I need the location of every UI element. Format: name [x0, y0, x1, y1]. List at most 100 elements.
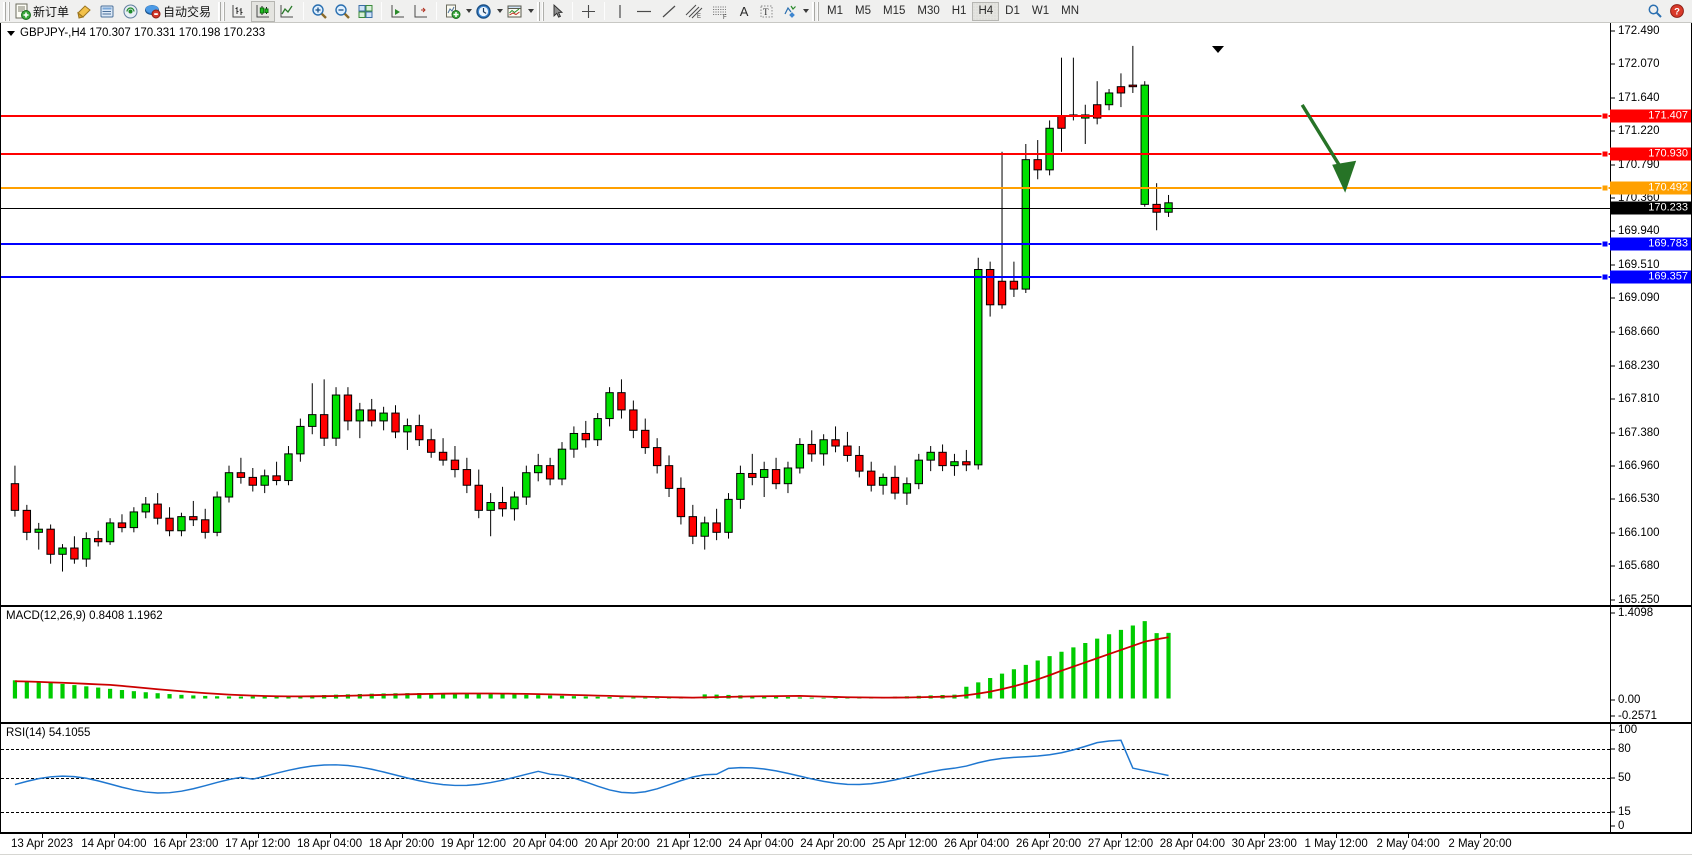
- support-2-price-tag[interactable]: 169.357: [1610, 270, 1691, 284]
- help-button[interactable]: ?: [1666, 1, 1688, 22]
- macd-pane[interactable]: 1.4098 0.00 -0.2571 MACD(12,26,9) 0.8408 1…: [0, 606, 1692, 723]
- text-button[interactable]: A: [733, 1, 755, 22]
- rsi-level-50: [1, 778, 1610, 779]
- time-tick-label: 28 Apr 04:00: [1159, 838, 1226, 850]
- shapes-button[interactable]: [778, 1, 801, 22]
- toolbar-grip-4[interactable]: [812, 1, 820, 21]
- candle-body: [736, 472, 745, 500]
- periods-caret-icon[interactable]: [497, 9, 504, 13]
- candle-body: [867, 470, 876, 486]
- candle-body: [962, 461, 971, 466]
- indicators-button[interactable]: [441, 1, 464, 22]
- shapes-icon: [784, 5, 796, 18]
- auto-scroll-button[interactable]: [386, 1, 409, 22]
- price-plot-area[interactable]: [1, 23, 1610, 605]
- candle-body: [438, 451, 448, 461]
- signals-button[interactable]: [119, 1, 142, 22]
- chart-shift-button[interactable]: [409, 1, 432, 22]
- zoom-in-button[interactable]: [308, 1, 331, 22]
- horizontal-line-icon: [637, 10, 652, 12]
- time-tick-mark: [617, 834, 619, 838]
- vertical-line-button[interactable]: [609, 1, 631, 22]
- templates-button[interactable]: [503, 1, 526, 22]
- horizontal-line-button[interactable]: [631, 1, 657, 22]
- candle-body: [641, 429, 650, 449]
- tf-h4[interactable]: H4: [972, 1, 1000, 21]
- zoom-out-button[interactable]: [331, 1, 354, 22]
- candle-body: [938, 451, 947, 467]
- resistance-2-line[interactable]: [1, 115, 1610, 118]
- support-1-price-tag[interactable]: 169.783: [1610, 237, 1691, 251]
- candle-body: [510, 496, 519, 510]
- resistance-2-handle[interactable]: [1601, 112, 1609, 120]
- support-2-handle[interactable]: [1601, 273, 1609, 281]
- rsi-tick-label: 0: [1618, 820, 1625, 832]
- metaeditor-button[interactable]: [73, 1, 96, 22]
- rsi-pane[interactable]: 100 80 50 15 0 RSI(14) 54.1055: [0, 723, 1692, 833]
- trendline-button[interactable]: [657, 1, 681, 22]
- tf-m15[interactable]: M15: [883, 5, 906, 17]
- candle-body: [878, 476, 888, 486]
- tf-m1[interactable]: M1: [827, 5, 844, 17]
- fibonacci-button[interactable]: F: [707, 1, 733, 22]
- pivot-price-tag[interactable]: 170.492: [1610, 181, 1691, 195]
- equidistant-channel-button[interactable]: E: [681, 1, 707, 22]
- candle-body: [771, 469, 781, 485]
- time-tick-mark: [1264, 834, 1266, 838]
- resistance-1-price-tag[interactable]: 170.930: [1610, 147, 1691, 161]
- toolbar-grip-1[interactable]: [3, 1, 10, 21]
- price-chart-pane[interactable]: 172.490 172.070 171.640 171.220 170.790 170.3…: [0, 23, 1692, 606]
- templates-caret-icon[interactable]: [528, 9, 535, 13]
- time-tick-mark: [257, 834, 259, 838]
- tf-mn[interactable]: MN: [1061, 5, 1079, 17]
- candle-body: [331, 394, 341, 439]
- autotrading-button[interactable]: 自动交易: [142, 1, 215, 22]
- macd-axis[interactable]: 1.4098 0.00 -0.2571: [1610, 607, 1691, 722]
- time-axis[interactable]: 13 Apr 2023 14 Apr 04:00 16 Apr 23:00 17 Ap…: [0, 833, 1692, 855]
- macd-plot-area[interactable]: [1, 607, 1610, 722]
- macd-tick-label: 0.00: [1618, 694, 1641, 707]
- rsi-plot-area[interactable]: [1, 724, 1610, 832]
- time-tick-mark: [42, 834, 43, 838]
- equidistant-channel-icon: E: [685, 4, 703, 20]
- support-2-line[interactable]: [1, 276, 1610, 279]
- rsi-axis[interactable]: 100 80 50 15 0: [1610, 724, 1691, 832]
- resistance-1-line[interactable]: [1, 152, 1610, 155]
- bid-line-line[interactable]: [1, 208, 1610, 210]
- time-tick-mark: [401, 834, 403, 838]
- support-1-line[interactable]: [1, 242, 1610, 245]
- candle-body: [629, 409, 638, 431]
- text-label-button[interactable]: T: [755, 1, 778, 22]
- tf-w1[interactable]: W1: [1031, 5, 1050, 17]
- chart-shift-icon: [414, 4, 428, 17]
- support-1-handle[interactable]: [1601, 240, 1609, 248]
- price-axis[interactable]: 172.490 172.070 171.640 171.220 170.790 170.3…: [1610, 23, 1691, 606]
- new-order-button[interactable]: 新订单: [12, 1, 73, 22]
- candlestick-chart-button[interactable]: [251, 0, 276, 22]
- navigator-button[interactable]: [96, 1, 119, 22]
- tf-h1[interactable]: H1: [951, 5, 967, 17]
- line-chart-button[interactable]: [275, 1, 299, 22]
- resistance-2-price-tag[interactable]: 171.407: [1610, 109, 1691, 123]
- bid-line-price-tag[interactable]: 170.233: [1610, 201, 1691, 215]
- indicators-caret-icon[interactable]: [466, 9, 473, 13]
- tf-d1[interactable]: D1: [1005, 5, 1020, 17]
- toolbar-grip-2[interactable]: [218, 1, 226, 21]
- tf-m30[interactable]: M30: [917, 5, 940, 17]
- crosshair-button[interactable]: [577, 1, 600, 22]
- toolbar-grip-3[interactable]: [537, 1, 545, 21]
- candle-body: [296, 425, 305, 455]
- search-button[interactable]: [1644, 1, 1666, 22]
- symbol-info-label[interactable]: GBPJPY-,H4 170.307 170.331 170.198 170.2…: [7, 27, 265, 39]
- shapes-caret-icon[interactable]: [803, 9, 810, 13]
- resistance-1-handle[interactable]: [1601, 150, 1609, 158]
- tile-windows-button[interactable]: [354, 1, 377, 22]
- pivot-line[interactable]: [1, 187, 1610, 190]
- pivot-handle[interactable]: [1601, 184, 1609, 192]
- chevron-down-icon[interactable]: [7, 30, 15, 36]
- cursor-button[interactable]: [546, 1, 568, 22]
- bar-chart-button[interactable]: [227, 1, 251, 22]
- tf-m5[interactable]: M5: [855, 5, 871, 17]
- periods-button[interactable]: [472, 1, 495, 22]
- candle-body: [926, 451, 935, 461]
